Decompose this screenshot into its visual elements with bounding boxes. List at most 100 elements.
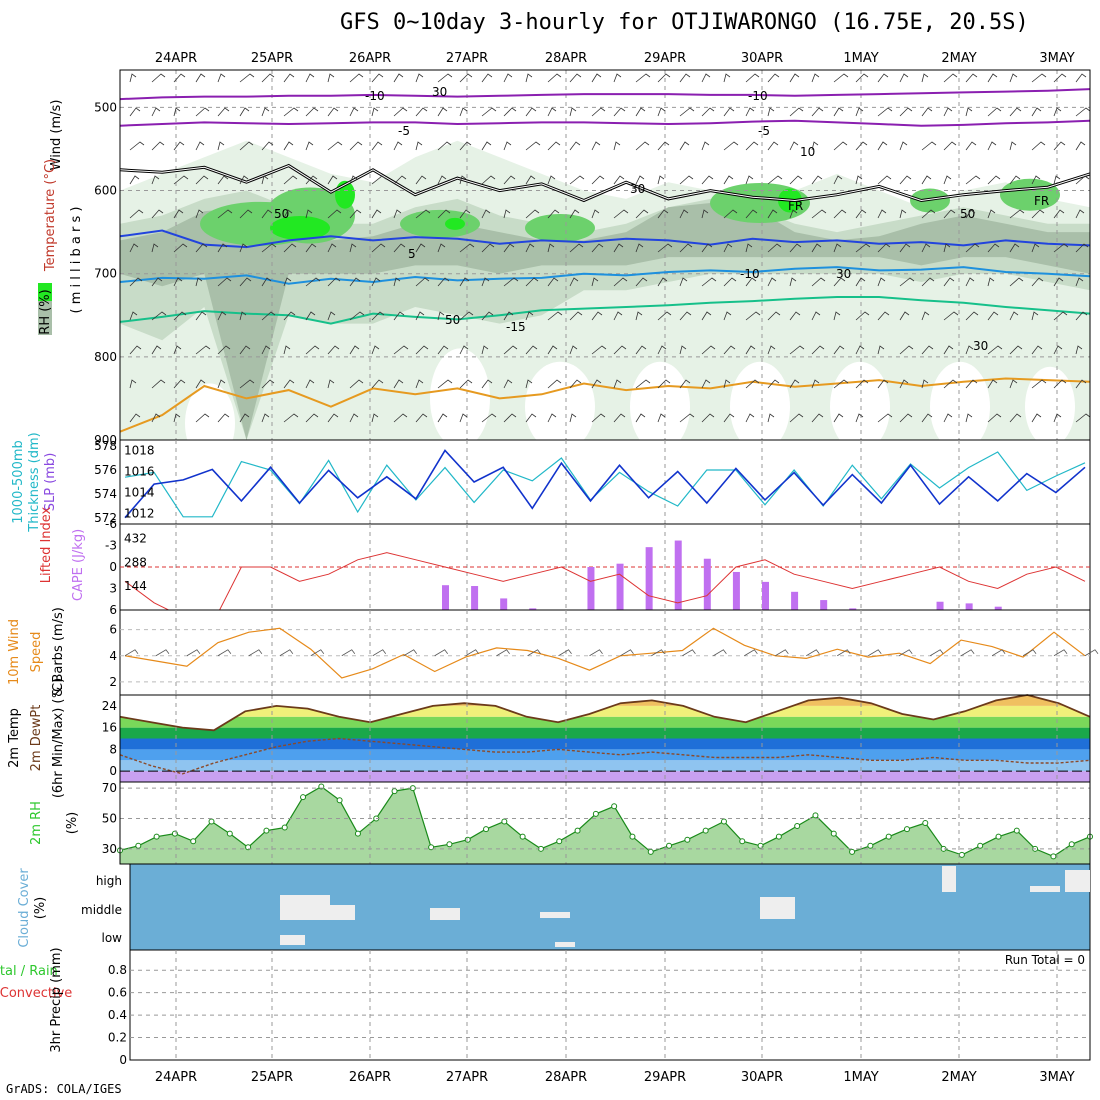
wind-barb <box>1031 345 1043 355</box>
wind-barb <box>723 141 739 151</box>
cloud-level-middle: middle <box>81 903 122 917</box>
wind-barb <box>129 413 141 423</box>
wind-barb <box>899 141 908 151</box>
wind-barb <box>591 311 603 321</box>
wind-barb <box>173 209 184 219</box>
wind-barb <box>459 379 473 389</box>
cloud-unit: (%) <box>33 897 48 920</box>
contour-label: 30 <box>973 339 988 353</box>
wind-barb <box>173 243 188 253</box>
wind-barb <box>943 243 951 253</box>
wind-barb <box>393 345 409 355</box>
wind-barb <box>965 73 978 83</box>
wind-barb <box>767 311 781 321</box>
surface-wind-barb <box>434 649 448 657</box>
contour-label: 30 <box>630 182 645 196</box>
wind-barb <box>437 413 448 423</box>
date-label-bottom: 30APR <box>741 1070 783 1085</box>
wind-barb <box>1031 243 1040 253</box>
temperature-contour <box>119 229 1091 249</box>
date-label-bottom: 24APR <box>155 1070 197 1085</box>
wind-barb <box>327 107 339 117</box>
rh2m-point <box>849 848 856 855</box>
thickness-tick: 574 <box>94 487 117 501</box>
wind-barb <box>613 379 622 389</box>
wind-barb <box>613 141 621 151</box>
wind-barb <box>745 73 760 83</box>
rh2m-area <box>120 786 1090 864</box>
rh2m-label: 2m RH <box>29 801 44 845</box>
cape-axis-label: CAPE (J/kg) <box>71 529 86 601</box>
wind-barb <box>459 175 467 185</box>
wind-barb <box>833 311 841 321</box>
wind-barb <box>723 413 735 423</box>
wind-barb <box>173 141 185 151</box>
wind-barb <box>239 345 251 355</box>
cape-bar <box>965 603 973 610</box>
cloud-fraction-block <box>942 866 956 892</box>
wind-barb <box>921 141 937 151</box>
temperature-contour <box>119 119 1091 127</box>
date-label-bottom: 26APR <box>349 1070 391 1085</box>
wind-barb <box>877 345 885 355</box>
wind-barb <box>921 175 932 185</box>
wind-barb <box>481 209 491 219</box>
wind-barb <box>217 311 227 321</box>
wind-barb <box>723 107 735 117</box>
wind-barb <box>877 277 886 287</box>
precip-tick: 0.6 <box>108 986 127 1000</box>
temp-minmax-label: (6hr Min/Max) (°C) <box>51 678 66 798</box>
precip-tick: 0.2 <box>108 1031 127 1045</box>
wind-barb <box>1075 311 1088 321</box>
wind-barb <box>261 209 273 219</box>
wind-barb <box>393 311 405 321</box>
wind-barb <box>1009 345 1023 355</box>
wind-barb <box>921 277 935 287</box>
wind-barb <box>921 311 930 321</box>
wind-barb <box>745 141 759 151</box>
rh2m-point <box>501 818 508 825</box>
wind-barb <box>305 413 319 423</box>
wind-barb <box>965 311 979 321</box>
wind-speed-line <box>124 627 1086 679</box>
wind-barb <box>1053 243 1069 253</box>
rh2m-point <box>1050 853 1057 860</box>
cloud-fraction-block <box>320 905 355 920</box>
rh2m-point <box>153 833 160 840</box>
surface-wind-barb <box>806 649 820 657</box>
wind-barb <box>679 379 691 389</box>
temp-color-band <box>120 771 1090 782</box>
wind-barb <box>129 379 137 389</box>
surface-wind-barb <box>1022 649 1037 657</box>
wind-barb <box>613 243 624 253</box>
wind-barb <box>965 175 981 185</box>
wind-barb <box>767 209 778 219</box>
rh-very-high-blob <box>270 215 330 240</box>
wind-barb <box>503 277 519 287</box>
wind-barb <box>833 379 849 389</box>
wind-barb <box>327 73 335 83</box>
wind-barb <box>151 141 165 151</box>
cape-tick: 144 <box>124 579 147 593</box>
wind-barb <box>305 379 315 389</box>
date-label-bottom: 29APR <box>644 1070 686 1085</box>
wind-barb <box>261 141 274 151</box>
wind-barb <box>525 209 540 219</box>
precip-tick: 0.4 <box>108 1008 127 1022</box>
wind-barb <box>965 107 973 117</box>
wind-barb <box>151 379 166 389</box>
wind-barb <box>657 175 665 185</box>
wind-barb <box>1053 141 1066 151</box>
wind-barb <box>943 311 959 321</box>
wind10m-label-2: Speed <box>29 632 44 673</box>
wind-barb <box>1075 243 1089 253</box>
wind-barb <box>151 311 167 321</box>
surface-wind-barb <box>403 649 418 657</box>
temp-tick: 24 <box>102 699 117 713</box>
surface-wind-barb <box>186 649 201 657</box>
surface-wind-barb <box>682 649 696 657</box>
surface-wind-barb <box>1084 649 1099 657</box>
wind-barb <box>547 209 560 219</box>
wind-barb <box>679 345 687 355</box>
rh2m-point <box>592 810 599 817</box>
